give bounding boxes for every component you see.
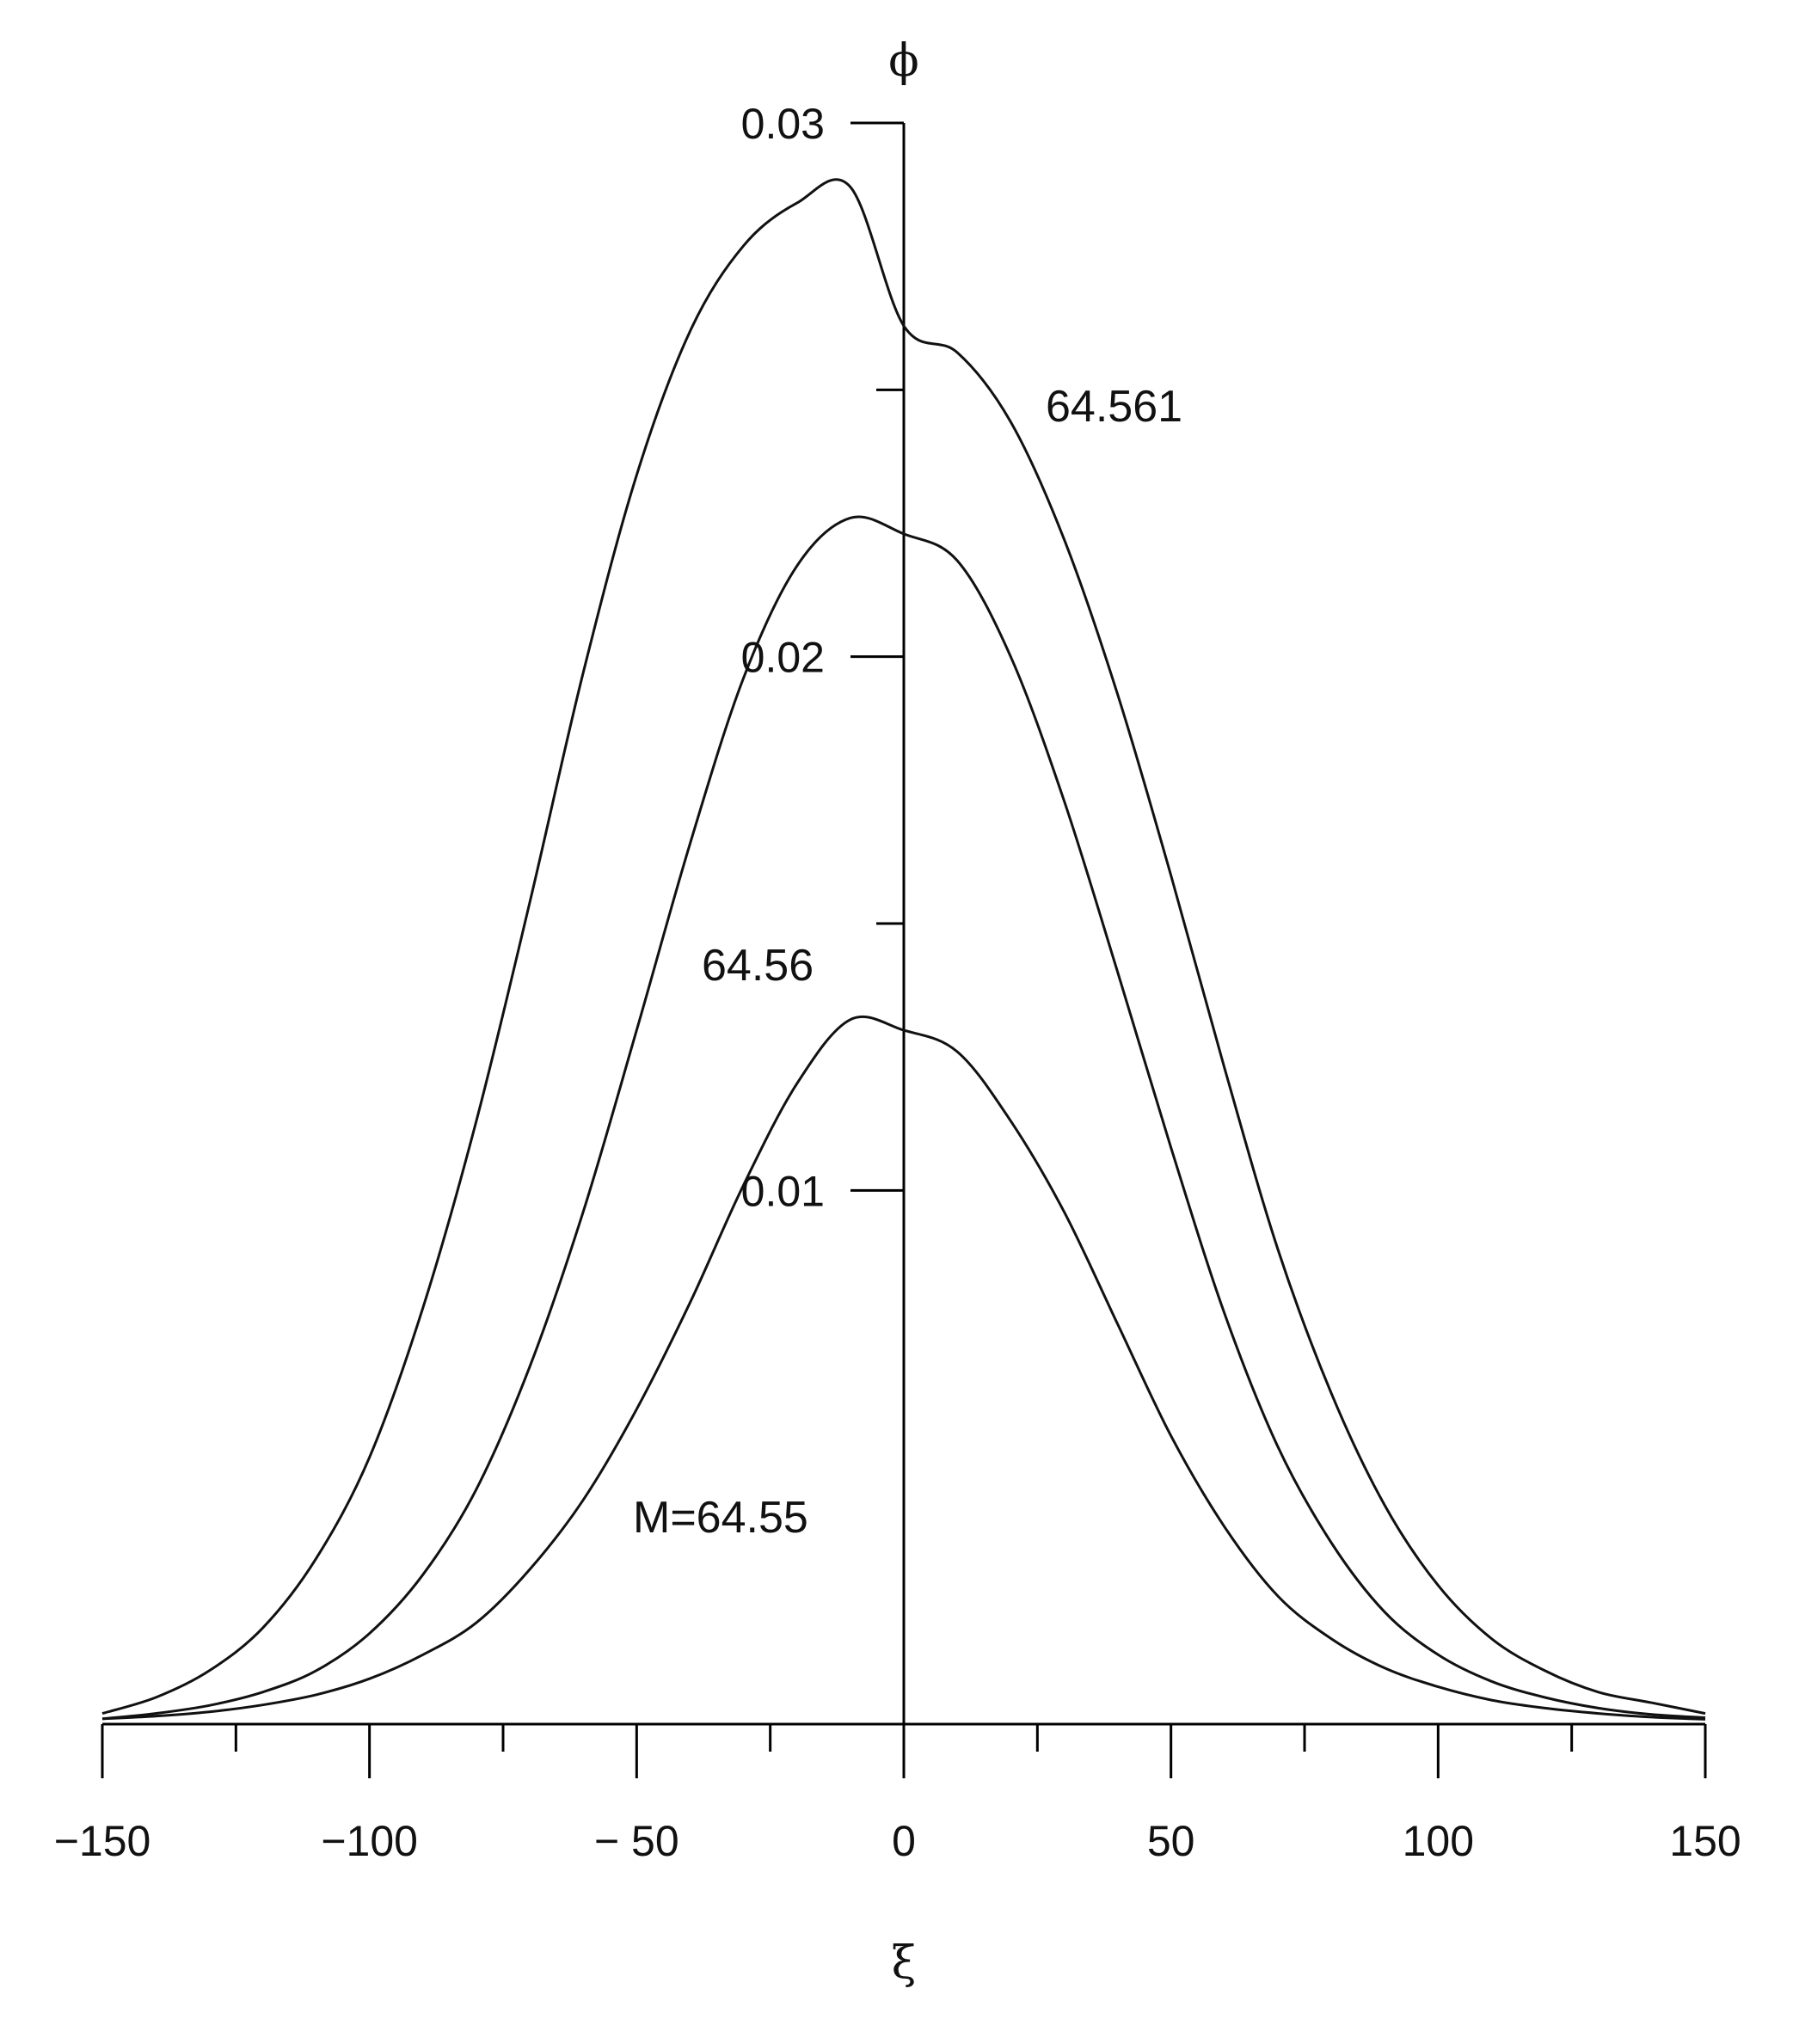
series-line-2	[101, 178, 1706, 1716]
x-tick-label: 0	[892, 1817, 916, 1865]
series-line-1	[101, 515, 1706, 1721]
series-label-1: 64.56	[702, 941, 814, 991]
series-line-0	[101, 1015, 1706, 1721]
x-tick-label: −150	[54, 1817, 151, 1865]
x-axis-label: ξ	[892, 1937, 917, 1989]
x-tick-label: 50	[1147, 1817, 1195, 1865]
plot-area: −150 −100 − 50 0 50 100 150 0.01 0.02 0.03 M=64.…	[54, 35, 1741, 1989]
series-label-2: 64.561	[1046, 382, 1182, 432]
y-tick-label: 0.01	[741, 1167, 825, 1215]
x-tick-label: −100	[321, 1817, 418, 1865]
y-tick-label: 0.02	[741, 634, 825, 682]
x-tick-label: 150	[1669, 1817, 1741, 1865]
series-label-0: M=64.55	[633, 1493, 808, 1543]
x-ticks: −150 −100 − 50 0 50 100 150	[54, 1724, 1741, 1865]
y-tick-label: 0.03	[741, 100, 825, 148]
curves	[101, 178, 1706, 1721]
series-labels: M=64.55 64.56 64.561	[633, 382, 1182, 1543]
x-tick-label: 100	[1403, 1817, 1474, 1865]
y-axis-label: ϕ	[888, 35, 918, 87]
x-tick-label: − 50	[594, 1817, 679, 1865]
y-ticks: 0.01 0.02 0.03	[741, 100, 904, 1215]
